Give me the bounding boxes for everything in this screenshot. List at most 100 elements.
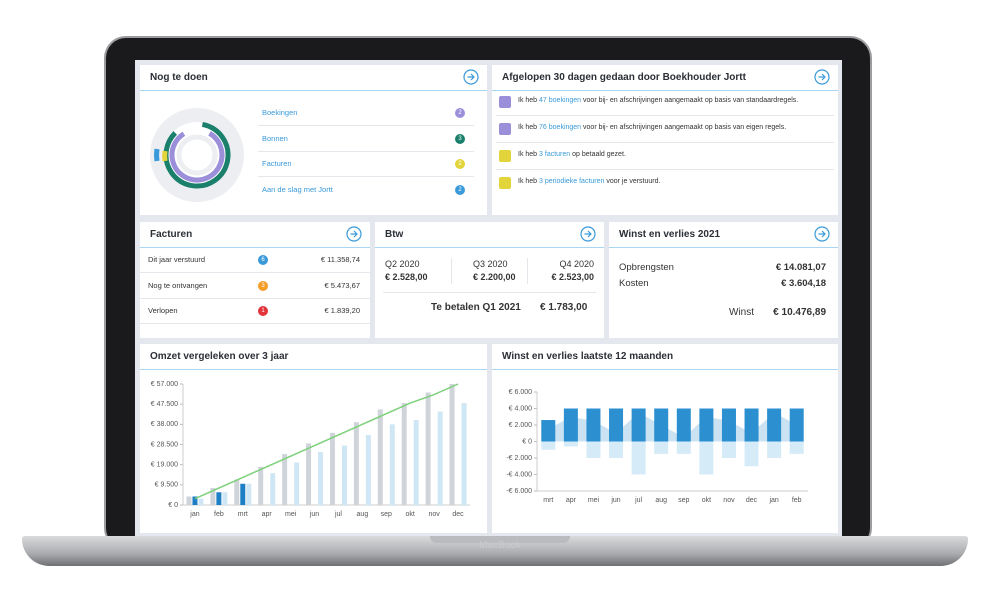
x-tick-label: feb (792, 497, 802, 504)
due-amount: € 1.783,00 (540, 302, 588, 313)
x-tick-label: mrt (543, 497, 553, 504)
bar (541, 441, 556, 450)
x-tick-label: dec (746, 497, 758, 504)
arrow-button[interactable] (814, 226, 830, 242)
activity-link[interactable]: 3 periodieke facturen (539, 178, 605, 185)
pnl-amount: € 14.081,07 (775, 262, 826, 273)
panel-header: Omzet vergeleken over 3 jaar (140, 344, 487, 370)
invoice-label: Nog te ontvangen (148, 280, 208, 290)
bar (586, 408, 601, 442)
panel-header: Winst en verlies 2021 (609, 222, 838, 248)
x-tick-label: jun (610, 497, 620, 504)
donut (150, 108, 244, 202)
panel-header: Nog te doen (140, 65, 487, 91)
arrow-button[interactable] (463, 69, 479, 85)
bar (699, 441, 714, 475)
y-tick-label: € 28.500 (151, 441, 178, 448)
x-tick-label: jun (309, 511, 319, 518)
bar (461, 403, 467, 505)
bar (563, 408, 578, 442)
bar (401, 403, 407, 505)
activity-link[interactable]: 3 facturen (539, 151, 571, 158)
count-badge: 6 (258, 255, 268, 265)
divider (451, 258, 452, 284)
bar (425, 392, 431, 505)
todo-link[interactable]: Bonnen (262, 133, 288, 143)
bar (186, 496, 192, 505)
bar (541, 420, 556, 442)
todo-panel: Nog te doen Boekingen 2 Bonnen 3 Facturen 2 Aa… (140, 65, 487, 215)
profit-amount: € 10.476,89 (773, 307, 826, 318)
y-tick-label: € 47.500 (151, 401, 178, 408)
activity-suffix: voor bij- en afschrijvingen aangemaakt o… (583, 124, 787, 131)
activity-text: Ik heb 47 boekingen voor bij- en afschri… (518, 97, 798, 104)
bar (676, 408, 691, 442)
todo-link[interactable]: Boekingen (262, 108, 298, 117)
arrow-button[interactable] (346, 226, 362, 242)
y-tick-label: € 19.000 (151, 462, 178, 469)
activity-link[interactable]: 47 boekingen (539, 97, 582, 104)
divider (496, 142, 834, 143)
bar (437, 411, 443, 505)
y-tick-label: € 4.000 (509, 405, 532, 412)
bar (721, 441, 736, 458)
y-tick-label: -€ 6.000 (506, 488, 532, 495)
bar (413, 420, 419, 505)
panel-title: Winst en verlies 2021 (619, 229, 721, 240)
activity-suffix: voor je verstuurd. (606, 178, 661, 185)
divider (258, 125, 474, 126)
divider (140, 297, 370, 299)
panel-title: Btw (385, 229, 404, 240)
quarter-label: Q4 2020 (559, 259, 594, 269)
activity-link[interactable]: 76 boekingen (539, 124, 582, 131)
bar (210, 488, 216, 505)
arrow-button[interactable] (580, 226, 596, 242)
activity-icon (499, 123, 511, 135)
activity-text: Ik heb 3 facturen op betaald gezet. (518, 151, 626, 158)
bar (329, 432, 335, 505)
bar (789, 408, 804, 442)
bar (609, 441, 624, 458)
bar (306, 443, 312, 505)
invoice-amount: € 1.839,20 (324, 306, 360, 315)
vat-panel: Btw Te betalen Q1 2021 € 1.783,00 Q2 202… (375, 222, 604, 338)
quarter-label: Q2 2020 (385, 259, 420, 269)
todo-link[interactable]: Aan de slag met Jortt (262, 184, 333, 194)
count-badge: 3 (455, 133, 465, 144)
bar (563, 441, 578, 447)
activity-suffix: voor bij- en afschrijvingen aangemaakt o… (583, 97, 799, 104)
profit-label: Winst (729, 307, 754, 318)
x-tick-label: mei (588, 497, 600, 504)
y-tick-label: € 2.000 (509, 422, 532, 429)
todo-link[interactable]: Facturen (262, 159, 292, 168)
pnl-amount: € 3.604,18 (781, 278, 826, 289)
quarter-label: Q3 2020 (473, 259, 508, 269)
bar (222, 492, 228, 505)
pnl-panel: Winst en verlies 2021 Winst € 10.476,89 … (609, 222, 838, 338)
divider (383, 292, 596, 293)
invoice-label: Dit jaar verstuurd (148, 255, 206, 264)
x-tick-label: jan (768, 497, 778, 504)
pnl-label: Kosten (619, 278, 649, 289)
chart-title: Omzet vergeleken over 3 jaar (150, 351, 289, 362)
trend-line (194, 383, 459, 500)
bar (389, 424, 395, 505)
y-tick-label: € 57.000 (151, 381, 178, 388)
panel-title: Facturen (150, 229, 193, 240)
arrow-button[interactable] (814, 69, 830, 85)
count-badge: 2 (455, 159, 465, 169)
quarter-amount: € 2.200,00 (473, 272, 516, 282)
invoice-amount: € 11.358,74 (320, 255, 360, 264)
activity-text: Ik heb 3 periodieke facturen voor je ver… (518, 178, 660, 185)
divider (140, 272, 370, 273)
activity-prefix: Ik heb (518, 151, 538, 158)
x-tick-label: mrt (238, 511, 248, 518)
x-tick-label: aug (357, 511, 369, 518)
divider (258, 176, 474, 177)
activity-prefix: Ik heb (518, 124, 538, 131)
bar (767, 408, 782, 442)
bar (631, 408, 646, 442)
result-area (548, 412, 797, 442)
panel-header: Afgelopen 30 dagen gedaan door Boekhoude… (492, 65, 838, 91)
bar (609, 408, 624, 442)
